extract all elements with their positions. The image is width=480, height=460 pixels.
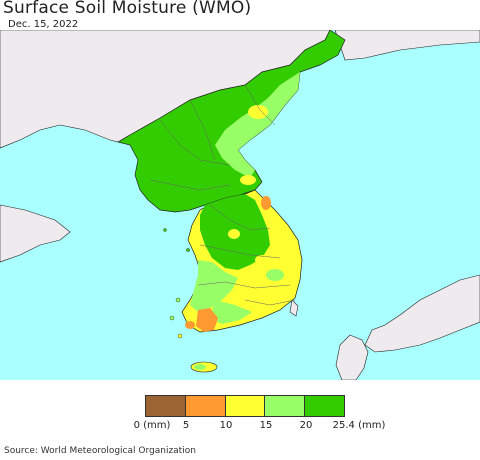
sk-wet-zone [190,260,238,312]
legend-tick: 0 (mm) [133,420,171,431]
dry-patch-south [196,308,218,332]
dry-patch-southwest [185,321,195,329]
jeju-wet [194,364,206,370]
legend-swatch-15-20 [265,396,306,416]
island [169,315,175,321]
legend-tick: 20 [299,420,313,431]
legend-tick: 10 [219,420,233,431]
map-date: Dec. 15, 2022 [8,19,79,30]
sk-wet-zone-south [210,300,252,324]
legend-swatch-0-5 [146,396,186,416]
sk-moderate-patch [228,229,240,239]
island [163,228,167,232]
map-area [0,30,480,380]
soil-moisture-map [0,30,480,380]
kyushu-land [335,334,369,380]
map-title: Surface Soil Moisture (WMO) [3,0,252,18]
legend-swatch-5-10 [185,396,226,416]
legend-swatch-20-25 [305,396,344,416]
nk-wet-zone [215,72,300,178]
tsushima-island [289,299,299,317]
nk-moderate-patch [248,105,268,119]
russia-land [334,30,480,61]
legend-tick: 5 [182,420,190,431]
legend-swatch-10-15 [225,396,266,416]
sk-wet-patch [266,269,284,281]
island [175,297,181,303]
island [177,333,183,339]
nk-moderate-patch-east [240,175,256,185]
province-boundaries [149,84,296,306]
dry-patch-east [261,196,271,210]
legend-ticks: 0 (mm) 5 10 15 20 25.4 (mm) [0,420,480,434]
japan-land [364,274,480,353]
shandong-land [0,204,71,263]
legend-tick: 25.4 (mm) [332,420,386,431]
sk-moderate-patch-2 [255,255,269,265]
legend-tick: 15 [259,420,273,431]
source-credit: Source: World Meteorological Organizatio… [4,446,196,456]
island [186,248,190,252]
legend-colorbar [145,395,345,417]
